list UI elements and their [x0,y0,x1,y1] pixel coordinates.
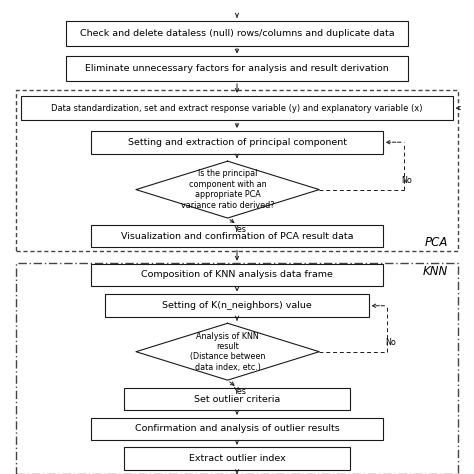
Text: PCA: PCA [425,236,448,249]
Text: Confirmation and analysis of outlier results: Confirmation and analysis of outlier res… [135,425,339,433]
Text: Is the principal
component with an
appropriate PCA
variance ratio derived?: Is the principal component with an appro… [181,170,274,210]
Text: Setting and extraction of principal component: Setting and extraction of principal comp… [128,138,346,146]
FancyBboxPatch shape [91,418,383,440]
FancyBboxPatch shape [65,56,409,81]
FancyBboxPatch shape [91,131,383,154]
Text: KNN: KNN [423,265,448,278]
Text: Yes: Yes [233,388,246,396]
Text: No: No [385,338,396,346]
Polygon shape [136,161,319,218]
Text: Analysis of KNN
result
(Distance between
data index, etc.): Analysis of KNN result (Distance between… [190,332,265,372]
FancyBboxPatch shape [65,21,409,46]
FancyBboxPatch shape [91,264,383,286]
FancyBboxPatch shape [124,447,350,470]
FancyBboxPatch shape [21,96,453,120]
Text: Composition of KNN analysis data frame: Composition of KNN analysis data frame [141,271,333,279]
Bar [16,90,458,251]
Text: Check and delete dataless (null) rows/columns and duplicate data: Check and delete dataless (null) rows/co… [80,29,394,37]
FancyBboxPatch shape [91,225,383,247]
Text: Setting of K(n_neighbors) value: Setting of K(n_neighbors) value [162,301,312,310]
Text: Yes: Yes [233,226,246,234]
Text: Extract outlier index: Extract outlier index [189,455,285,463]
Text: No: No [401,176,412,184]
Text: Visualization and confirmation of PCA result data: Visualization and confirmation of PCA re… [121,232,353,240]
Polygon shape [136,323,319,380]
Text: Set outlier criteria: Set outlier criteria [194,395,280,403]
Text: Eliminate unnecessary factors for analysis and result derivation: Eliminate unnecessary factors for analys… [85,64,389,73]
Text: Data standardization, set and extract response variable (y) and explanatory vari: Data standardization, set and extract re… [51,104,423,112]
FancyBboxPatch shape [124,388,350,410]
FancyBboxPatch shape [105,294,369,317]
Bar [16,263,458,474]
